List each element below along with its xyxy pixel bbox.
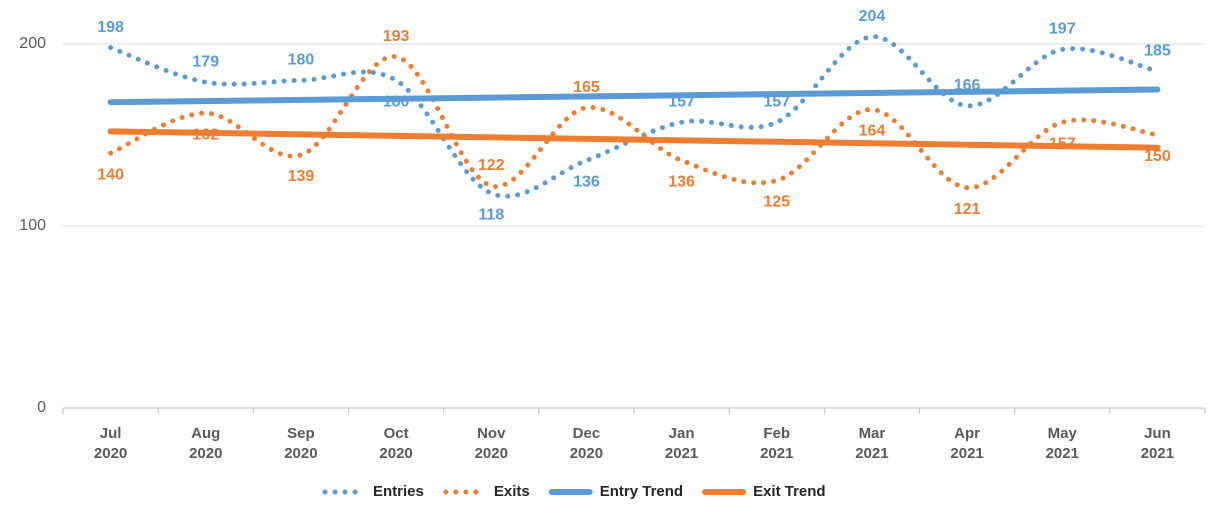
trend-line <box>107 128 1161 151</box>
y-tick-label: 0 <box>37 399 46 416</box>
trend-line <box>107 86 1161 106</box>
data-label: 197 <box>1049 21 1076 38</box>
y-tick-label: 200 <box>19 35 46 52</box>
x-tick-label: Jul 2020 <box>94 425 127 462</box>
data-label: 193 <box>383 28 410 45</box>
data-label: 157 <box>1049 135 1076 152</box>
x-tick-label: Nov 2020 <box>475 425 508 462</box>
data-label: 150 <box>1144 148 1171 165</box>
data-label: 198 <box>97 19 124 36</box>
data-label: 136 <box>668 174 695 191</box>
x-tick-label: May 2021 <box>1046 425 1079 462</box>
y-tick-label: 100 <box>19 217 46 234</box>
data-label: 166 <box>954 77 981 94</box>
x-tick-label: Sep 2020 <box>284 425 317 462</box>
legend: Entries Exits Entry Trend Exit Trend <box>322 483 826 500</box>
data-label: 164 <box>859 123 886 140</box>
data-label: 157 <box>763 93 790 110</box>
dotted-line <box>108 34 1160 199</box>
x-tick-label: Jan 2021 <box>665 425 698 462</box>
x-tick-label: Aug 2020 <box>189 425 222 462</box>
x-tick-label: Feb 2021 <box>760 425 793 462</box>
legend-label: Exits <box>494 483 530 500</box>
data-label: 180 <box>383 94 410 111</box>
data-label: 204 <box>859 8 886 25</box>
data-label: 180 <box>288 52 315 69</box>
data-label: 121 <box>954 201 981 218</box>
data-label: 136 <box>573 174 600 191</box>
x-tick-label: Apr 2021 <box>950 425 983 462</box>
data-label: 139 <box>288 168 315 185</box>
x-tick-label: Mar 2021 <box>855 425 888 462</box>
data-label: 185 <box>1144 43 1171 60</box>
data-label: 118 <box>478 206 504 223</box>
dotted-line <box>108 54 1160 191</box>
legend-label: Entries <box>373 483 424 500</box>
data-label: 125 <box>763 194 790 211</box>
x-tick-label: Oct 2020 <box>379 425 412 462</box>
data-label: 157 <box>668 93 695 110</box>
data-label: 122 <box>478 157 505 174</box>
data-label: 140 <box>97 166 124 183</box>
data-label: 179 <box>192 53 219 70</box>
legend-label: Entry Trend <box>600 483 683 500</box>
legend-label: Exit Trend <box>753 483 826 500</box>
x-tick-label: Jun 2021 <box>1141 425 1174 462</box>
x-tick-label: Dec 2020 <box>570 425 603 462</box>
data-label: 165 <box>573 79 600 96</box>
data-label: 162 <box>192 126 219 143</box>
